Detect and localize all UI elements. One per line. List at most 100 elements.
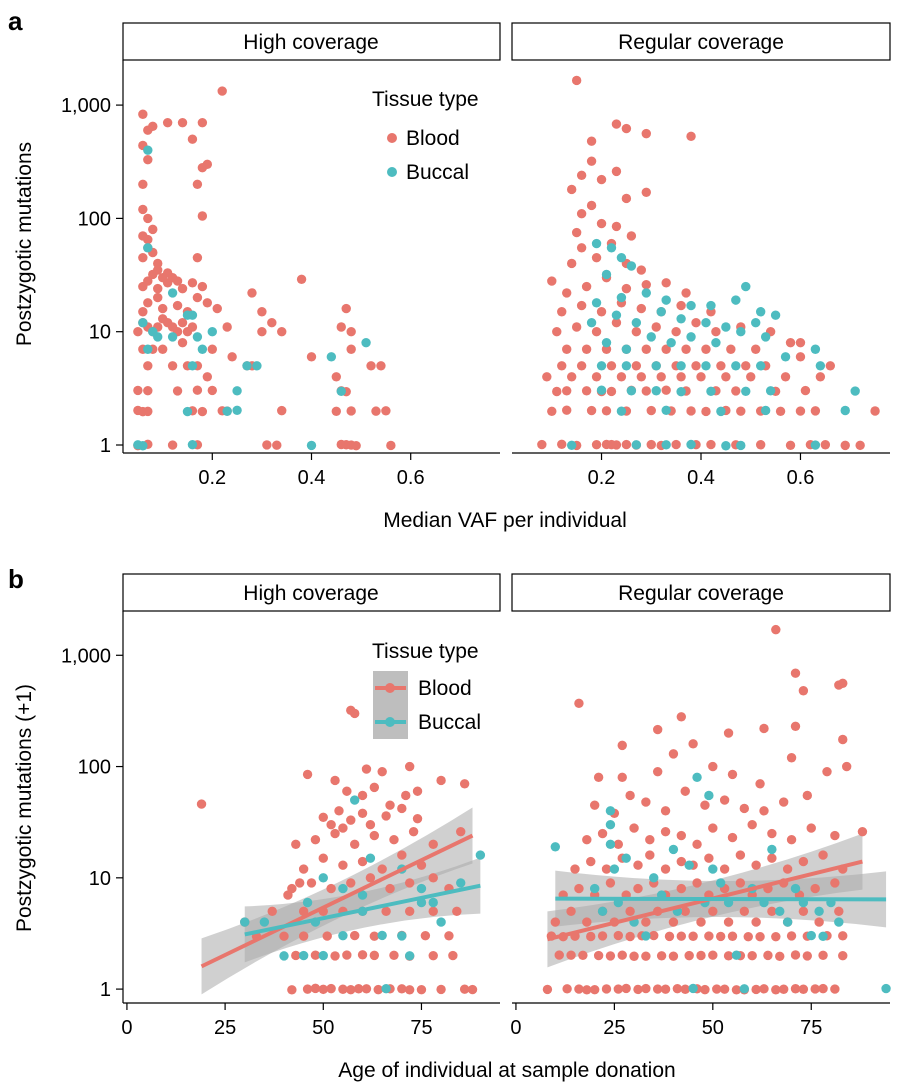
point-blood (641, 279, 651, 290)
point-buccal (704, 790, 714, 801)
point-blood (795, 337, 806, 348)
point-blood (613, 839, 624, 850)
point-blood (625, 790, 635, 801)
point-buccal (767, 844, 777, 855)
point-blood (870, 406, 880, 416)
point-buccal (780, 352, 791, 362)
point-blood (342, 786, 352, 796)
point-buccal (646, 332, 656, 342)
point-blood (611, 221, 622, 232)
point-blood (336, 322, 346, 332)
point-blood (611, 440, 622, 450)
point-buccal (616, 406, 627, 416)
point-blood (272, 440, 282, 450)
point-blood (143, 154, 153, 165)
legend-a-blood-key (387, 133, 397, 143)
point-buccal (708, 864, 718, 874)
point-blood (593, 772, 604, 783)
point-buccal (651, 386, 661, 396)
point-blood (576, 209, 587, 219)
x-tick-label: 0.2 (198, 467, 226, 489)
point-blood (326, 983, 336, 994)
point-buccal (721, 322, 731, 332)
point-blood (428, 839, 438, 850)
point-blood (798, 856, 809, 867)
point-blood (562, 984, 572, 994)
point-blood (416, 985, 427, 995)
point-blood (726, 344, 736, 354)
point-blood (331, 372, 342, 382)
point-blood (857, 826, 868, 837)
point-blood (586, 136, 597, 146)
point-blood (369, 830, 380, 841)
x-tick-label: 0 (510, 1017, 521, 1039)
panel-b-letter: b (8, 564, 24, 594)
point-blood (404, 985, 415, 995)
point-blood (798, 686, 809, 696)
point-blood (177, 337, 188, 348)
point-blood (212, 303, 222, 314)
point-buccal (881, 983, 891, 994)
point-buccal (686, 439, 696, 450)
point-blood (353, 984, 364, 994)
legend-b-buccal-label: Buccal (418, 711, 481, 734)
x-tick-label: 0.6 (397, 467, 425, 489)
point-blood (322, 931, 332, 941)
plot-b-high: 0 25 50 75 1 10 100 1,000 (61, 611, 500, 1039)
point-buccal (641, 288, 651, 298)
point-blood (357, 856, 368, 867)
point-blood (676, 883, 687, 894)
point-blood (377, 864, 387, 874)
point-blood (420, 930, 431, 941)
point-blood (287, 883, 297, 894)
point-blood (138, 252, 148, 263)
point-blood (661, 344, 671, 354)
point-buccal (731, 295, 741, 305)
point-buccal (349, 795, 360, 805)
point-blood (601, 344, 612, 354)
point-blood (680, 786, 690, 796)
point-buccal (782, 917, 793, 927)
point-buccal (676, 361, 686, 371)
point-blood (795, 352, 806, 362)
legend-b: Tissue type Blood Buccal (372, 640, 481, 739)
point-buccal (668, 844, 679, 855)
point-blood (838, 950, 848, 961)
plot-b-regular: 0 25 50 75 (510, 624, 891, 1039)
point-blood (373, 984, 383, 995)
point-blood (751, 860, 761, 870)
point-blood (741, 361, 751, 371)
point-blood (841, 761, 852, 772)
point-blood (143, 276, 153, 286)
y-tick-label: 10 (89, 868, 111, 890)
point-blood (361, 984, 372, 994)
point-blood (751, 984, 761, 995)
point-blood (298, 931, 309, 941)
point-blood (692, 878, 702, 888)
point-blood (606, 361, 617, 371)
point-buccal (616, 292, 627, 303)
b-y-axis-title: Postzygotic mutations (+1) (13, 684, 36, 932)
plots-layer: 0.2 0.4 0.6 1 10 100 1,000 0.2 0.4 0.6 0 25 50 75 1 10 1… (61, 60, 891, 1039)
point-buccal (138, 441, 148, 451)
point-buccal (381, 984, 391, 994)
point-buccal (770, 310, 781, 320)
legend-a-buccal-key (387, 167, 397, 177)
point-buccal (621, 853, 631, 863)
point-blood (167, 440, 178, 450)
point-blood (810, 984, 820, 994)
point-blood (708, 950, 718, 960)
point-blood (566, 258, 577, 269)
point-blood (785, 440, 796, 450)
point-blood (822, 766, 832, 777)
point-blood (664, 931, 675, 942)
point-buccal (810, 344, 821, 354)
point-blood (318, 853, 328, 863)
point-blood (346, 326, 356, 337)
x-tick-label: 75 (800, 1017, 822, 1039)
point-blood (645, 850, 655, 860)
point-buccal (765, 386, 776, 396)
point-blood (751, 917, 761, 927)
point-blood (641, 983, 651, 994)
point-buccal (589, 883, 600, 894)
